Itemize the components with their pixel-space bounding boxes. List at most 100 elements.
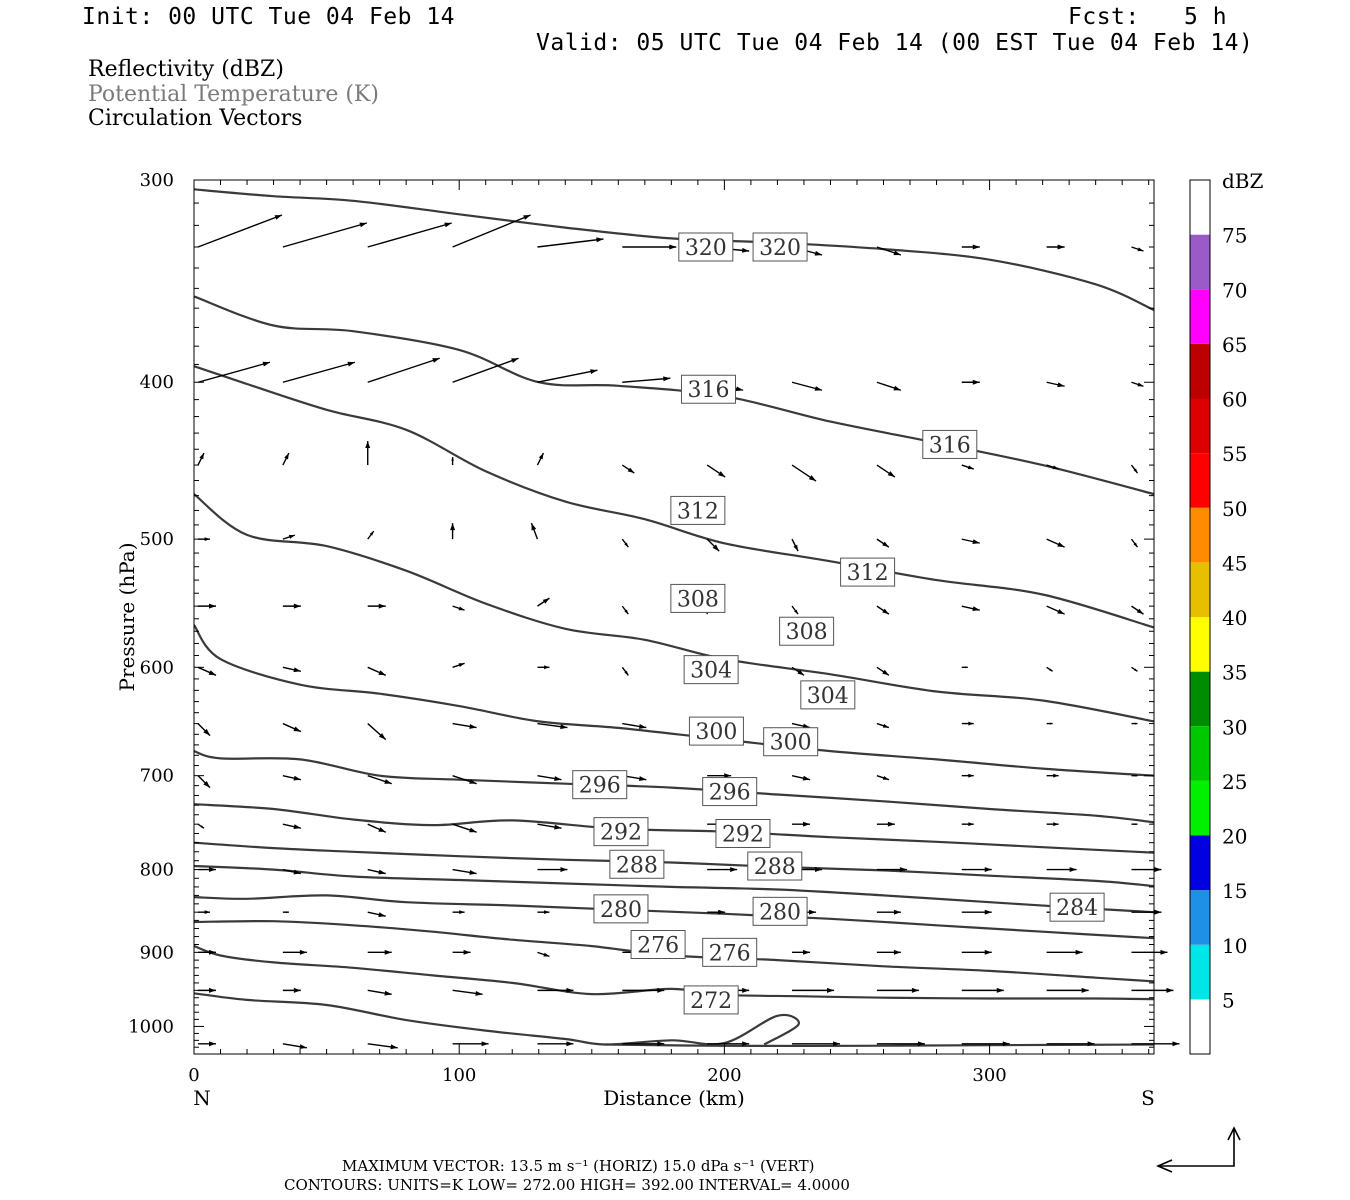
theta-contour-272: [194, 992, 800, 1046]
y-tick-label: 1000: [128, 1016, 174, 1037]
contour-label: 296: [702, 777, 758, 807]
colorbar-label: 45: [1222, 551, 1247, 575]
circulation-vector: [282, 911, 289, 914]
circulation-vector: [621, 605, 629, 615]
circulation-vector: [452, 357, 519, 383]
x-axis-title: Distance (km): [603, 1086, 745, 1110]
colorbar-swatch: [1190, 453, 1210, 508]
contour-label: 276: [702, 937, 758, 967]
circulation-vector: [452, 662, 465, 668]
contour-label: 300: [763, 727, 819, 757]
y-tick-label: 900: [140, 942, 174, 963]
circulation-vector: [1046, 381, 1065, 388]
circulation-vector: [197, 361, 271, 383]
theta-contour-320: [194, 188, 1154, 312]
circulation-vector: [367, 949, 392, 955]
colorbar-label: 10: [1222, 934, 1247, 958]
colorbar-swatch: [1190, 944, 1210, 1000]
valid-time: Valid: 05 UTC Tue 04 Feb 14 (00 EST Tue …: [536, 30, 1254, 56]
svg-text:288: 288: [754, 855, 796, 880]
contour-labels: 320 320 316 316 312 312 308 308 304 304 300 300 296 2…: [572, 232, 1105, 1015]
circulation-vector: [1130, 538, 1139, 548]
x-label-south: S: [1141, 1086, 1155, 1110]
x-tick-label: 0: [188, 1065, 199, 1086]
contours-note: CONTOURS: UNITS=K LOW= 272.00 HIGH= 392.…: [284, 1176, 850, 1194]
circulation-vector: [622, 987, 665, 993]
plot-frame: [193, 179, 1155, 1055]
circulation-vector: [537, 1041, 574, 1047]
x-label-north: N: [193, 1086, 211, 1110]
circulation-vector: [961, 909, 992, 915]
circulation-vector: [1046, 867, 1077, 873]
colorbar-label: 25: [1222, 770, 1247, 794]
circulation-vector: [537, 951, 550, 958]
y-tick-label: 800: [140, 860, 174, 881]
circulation-vector: [622, 722, 647, 729]
circulation-vector: [961, 867, 992, 873]
max-vector-note: MAXIMUM VECTOR: 13.5 m s⁻¹ (HORIZ) 15.0 …: [342, 1157, 815, 1175]
colorbar-swatch: [1190, 398, 1210, 454]
colorbar-swatch: [1190, 999, 1210, 1054]
contour-label: 312: [840, 557, 896, 587]
svg-text:292: 292: [600, 821, 642, 846]
circulation-vector: [791, 774, 811, 781]
circulation-vector: [1046, 722, 1053, 725]
colorbar-label: 40: [1222, 606, 1247, 630]
colorbar-swatch: [1190, 289, 1210, 344]
circulation-vector: [791, 538, 799, 552]
x-tick-label: 100: [442, 1065, 476, 1086]
circulation-vector: [198, 987, 216, 993]
svg-text:304: 304: [690, 659, 732, 684]
colorbar-label: 50: [1222, 497, 1247, 521]
circulation-vector: [961, 822, 974, 827]
svg-text:300: 300: [695, 720, 737, 745]
circulation-vector: [1131, 246, 1144, 252]
circulation-vector: [537, 722, 568, 730]
svg-text:304: 304: [807, 684, 849, 709]
contour-label: 316: [680, 374, 736, 404]
theta-contour-300: [194, 750, 1154, 824]
circulation-vector: [961, 244, 980, 250]
svg-text:300: 300: [770, 731, 812, 756]
colorbar-swatch: [1190, 671, 1210, 727]
circulation-vector: [452, 868, 477, 875]
circulation-vector: [961, 773, 974, 778]
circulation-vector: [1046, 666, 1054, 672]
y-axis-title: Pressure (hPa): [115, 543, 139, 692]
colorbar-swatch: [1190, 890, 1210, 945]
svg-text:316: 316: [929, 433, 971, 458]
circulation-vector: [1130, 464, 1139, 474]
circulation-vector: [197, 823, 205, 829]
circulation-vector: [1131, 722, 1138, 725]
contour-label: 300: [688, 716, 744, 746]
circulation-vector: [1131, 666, 1138, 672]
circulation-vector: [197, 775, 211, 789]
colorbar-label: 35: [1222, 661, 1247, 685]
circulation-vector: [1131, 823, 1138, 826]
circulation-vector: [622, 244, 677, 250]
contour-label: 320: [678, 232, 734, 262]
circulation-vector: [197, 723, 211, 737]
colorbar-swatch: [1190, 726, 1210, 781]
svg-text:284: 284: [1056, 896, 1098, 921]
circulation-vector: [1131, 774, 1138, 777]
circulation-vector: [451, 457, 454, 466]
circulation-vector: [197, 666, 217, 676]
circulation-vector: [197, 452, 205, 466]
contour-label: 304: [683, 655, 739, 685]
svg-text:280: 280: [600, 898, 642, 923]
colorbar-swatch: [1190, 835, 1210, 891]
contour-label: 296: [572, 770, 628, 800]
contour-label: 320: [752, 232, 808, 262]
circulation-vector: [961, 379, 980, 385]
circulation-vector: [961, 1041, 1010, 1047]
circulation-vector: [197, 214, 283, 248]
circulation-vector: [367, 1043, 398, 1050]
theta-contour-288: [194, 864, 1154, 914]
colorbar-label: 5: [1222, 988, 1235, 1012]
circulation-vector: [876, 246, 902, 256]
legend-theta: Potential Temperature (K): [88, 82, 379, 107]
circulation-vector: [876, 821, 895, 827]
circulation-vector: [537, 774, 562, 781]
